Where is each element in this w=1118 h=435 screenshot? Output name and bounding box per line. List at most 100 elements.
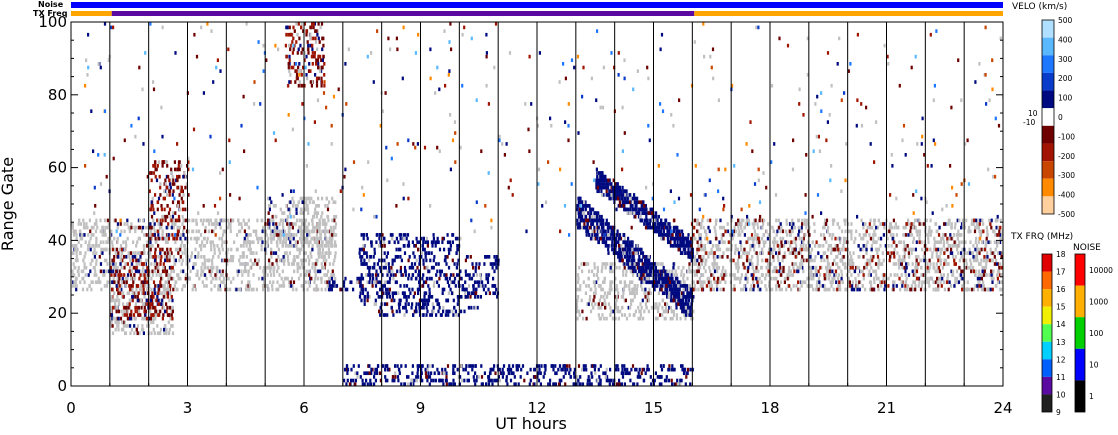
- data-cell: [143, 309, 146, 314]
- data-cell: [415, 305, 418, 310]
- data-cell: [219, 273, 223, 277]
- data-cell: [305, 54, 308, 59]
- data-cell: [457, 258, 460, 263]
- data-cell: [708, 276, 711, 281]
- data-cell: [131, 291, 134, 296]
- data-cell: [146, 324, 149, 328]
- data-cell: [990, 276, 993, 281]
- data-cell: [917, 284, 920, 288]
- data-cell: [140, 262, 144, 266]
- data-cell: [282, 240, 285, 245]
- data-cell: [622, 291, 625, 296]
- data-cell: [319, 276, 323, 281]
- data-cell: [608, 291, 611, 296]
- data-cell: [584, 291, 587, 296]
- data-cell: [305, 280, 308, 285]
- data-cell: [182, 229, 185, 234]
- data-cell: [801, 218, 804, 223]
- data-cell: [841, 258, 844, 263]
- data-cell: [593, 295, 596, 299]
- data-cell: [156, 331, 159, 336]
- data-cell: [187, 160, 190, 164]
- data-cell: [787, 269, 790, 274]
- data-cell: [842, 244, 845, 248]
- data-cell: [614, 276, 617, 281]
- data-cell: [805, 218, 809, 223]
- data-cell: [262, 287, 265, 292]
- data-cell: [203, 258, 206, 263]
- data-cell: [448, 309, 451, 314]
- data-cell: [209, 273, 212, 277]
- data-cell: [705, 233, 708, 237]
- data-cell: [392, 258, 395, 263]
- data-cell: [125, 324, 128, 328]
- data-cell: [172, 211, 175, 215]
- data-cell: [683, 280, 686, 285]
- data-cell: [272, 280, 275, 285]
- data-cell: [270, 240, 273, 245]
- data-cell: [85, 265, 88, 270]
- data-cell: [171, 305, 174, 310]
- data-cell: [422, 236, 425, 241]
- data-cell: [110, 298, 113, 303]
- data-cell: [171, 309, 174, 314]
- data-cell: [773, 247, 776, 252]
- data-cell: [127, 251, 130, 255]
- data-cell: [942, 233, 945, 237]
- data-cell: [331, 218, 334, 223]
- data-cell: [133, 265, 136, 270]
- data-cell: [669, 305, 672, 310]
- data-cell: [155, 298, 158, 303]
- data-cell: [993, 229, 996, 234]
- data-cell: [270, 255, 273, 259]
- data-cell: [786, 233, 789, 237]
- data-cell: [365, 371, 368, 376]
- data-cell: [166, 164, 169, 168]
- data-cell: [310, 196, 313, 201]
- data-cell: [169, 214, 172, 219]
- data-cell: [876, 251, 879, 255]
- data-cell: [918, 236, 921, 241]
- data-cell: [979, 233, 982, 237]
- data-cell: [159, 276, 163, 281]
- data-cell: [308, 62, 311, 66]
- data-cell: [609, 265, 612, 270]
- data-cell: [332, 200, 335, 205]
- data-cell: [211, 269, 214, 274]
- data-cell: [84, 225, 87, 230]
- data-cell: [167, 276, 170, 281]
- data-cell: [151, 273, 154, 277]
- data-cell: [445, 262, 448, 266]
- data-cell: [310, 83, 313, 88]
- data-cell: [739, 255, 743, 259]
- data-cell: [378, 265, 381, 270]
- data-cell: [641, 298, 644, 303]
- data-cell: [838, 287, 841, 292]
- data-cell: [123, 222, 126, 226]
- data-cell: [72, 244, 75, 248]
- data-cell: [589, 287, 592, 292]
- data-cell: [890, 244, 893, 248]
- data-cell: [118, 276, 121, 281]
- data-cell: [161, 233, 164, 237]
- data-cell: [384, 364, 387, 368]
- data-cell: [763, 244, 766, 248]
- data-cell: [216, 244, 219, 248]
- data-cell: [442, 236, 445, 241]
- data-cell: [456, 273, 459, 277]
- data-cell: [154, 193, 157, 197]
- data-cell: [425, 313, 428, 317]
- data-cell: [956, 247, 959, 252]
- data-cell: [577, 295, 580, 299]
- data-cell: [268, 265, 271, 270]
- data-cell: [218, 236, 221, 241]
- data-cell: [320, 22, 324, 26]
- data-cell: [304, 207, 307, 212]
- data-cell: [102, 225, 105, 230]
- data-cell: [432, 284, 435, 288]
- data-cell: [996, 273, 999, 277]
- data-cell: [906, 244, 909, 248]
- data-cell: [205, 240, 209, 245]
- data-cell: [896, 273, 899, 277]
- data-cell: [313, 211, 316, 215]
